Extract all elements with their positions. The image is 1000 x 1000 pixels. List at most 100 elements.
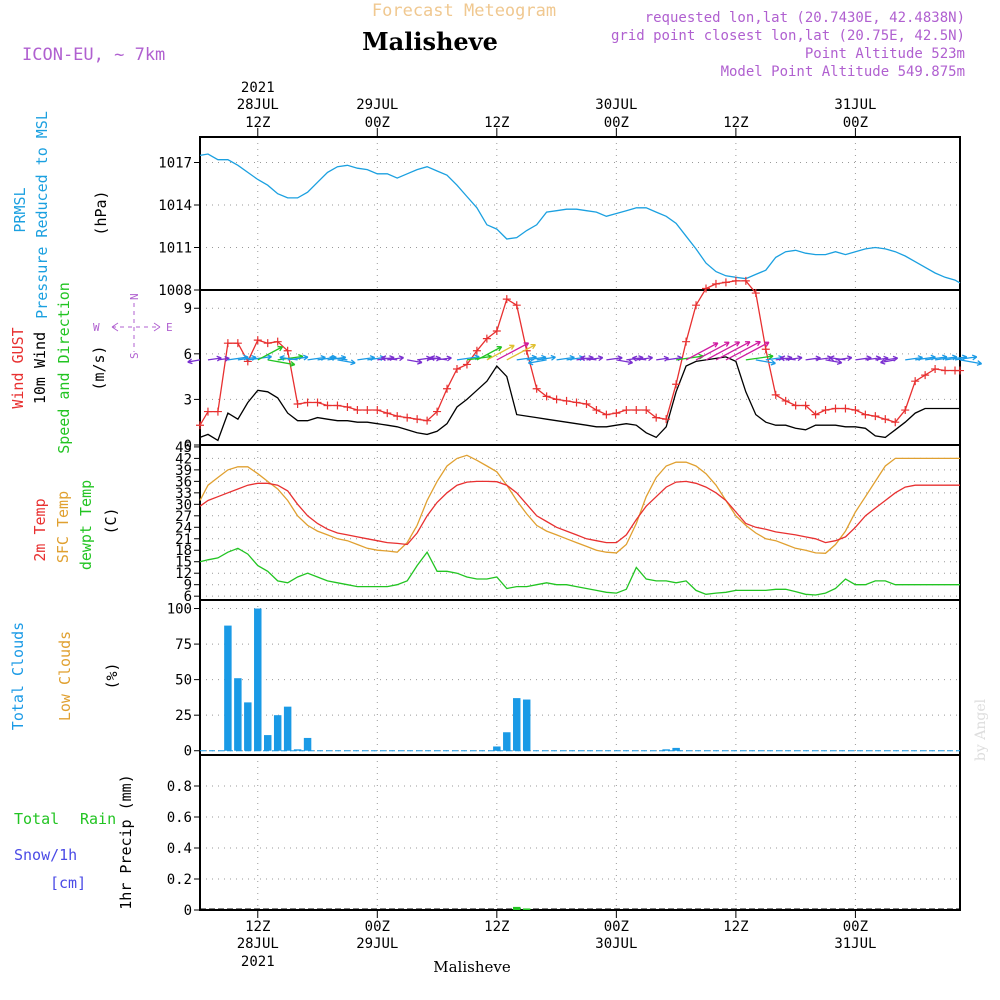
p4-label-b: Low Clouds (56, 631, 74, 721)
gust-marker (931, 365, 940, 374)
ytick-label: 0 (184, 903, 192, 919)
p2-label-c: Speed and Direction (55, 282, 73, 454)
ytick-label: 0.8 (167, 779, 192, 795)
gust-marker (941, 366, 950, 375)
gust-marker (383, 409, 392, 418)
model-label: ICON-EU, ~ 7km (22, 45, 165, 65)
xtick-label-bottom: 12Z (723, 919, 748, 935)
gust-marker (881, 415, 890, 424)
gust-marker (353, 406, 362, 415)
gust-marker (861, 410, 870, 419)
compass-n: N (128, 293, 141, 300)
gust-marker (323, 401, 332, 410)
xtick-date-bottom: 28JUL (237, 936, 279, 952)
wind-arrow-icon (779, 355, 796, 362)
gust-marker (303, 398, 312, 407)
wind-arrow-icon (217, 355, 230, 362)
xtick-year-bottom: 2021 (241, 954, 275, 970)
p3-unit: (C) (102, 507, 120, 534)
wind-arrow-icon (329, 355, 348, 361)
dewpoint-line (199, 547, 960, 596)
ytick-label: 0.4 (167, 841, 192, 857)
ytick-label: 12 (175, 566, 192, 582)
wind-gust-line (199, 280, 960, 426)
xtick-date-top: 28JUL (237, 97, 279, 113)
ytick-label: 24 (175, 520, 192, 536)
wind-arrow-icon (715, 341, 751, 361)
gust-marker (791, 401, 800, 410)
gust-marker (851, 406, 860, 415)
cloud-bar (224, 625, 232, 751)
gust-marker (622, 406, 631, 415)
xtick-year-top: 2021 (241, 80, 275, 96)
gust-marker (612, 409, 621, 418)
gust-marker (956, 366, 964, 375)
gust-marker (821, 406, 830, 415)
ytick-label: 3 (184, 392, 192, 408)
wind-arrow-icon (829, 355, 846, 362)
ytick-label: 6 (184, 589, 192, 605)
panel-frame (199, 599, 961, 756)
panel-frame (199, 289, 961, 446)
gust-marker (602, 410, 611, 419)
gust-marker (373, 406, 382, 415)
gust-marker (702, 284, 711, 293)
cloud-bar (672, 747, 680, 751)
gust-marker (831, 404, 840, 413)
precip-bar (513, 906, 521, 910)
gust-marker (283, 346, 292, 355)
gust-marker (542, 392, 551, 401)
ytick-label: 50 (175, 673, 192, 689)
gust-marker (452, 365, 461, 374)
gust-marker (433, 407, 442, 416)
gust-marker (592, 406, 601, 415)
wind-arrow-icon (959, 359, 983, 366)
wind-speed-line (199, 356, 960, 442)
ytick-label: 45 (175, 440, 192, 456)
pressure-line (199, 153, 961, 284)
p1-label-a: PRMSL (11, 187, 29, 232)
gust-marker (492, 327, 501, 336)
p4-unit: (%) (103, 662, 121, 689)
wind-arrow-icon (528, 359, 547, 366)
gust-marker (472, 346, 481, 355)
xtick-label-bottom: 00Z (365, 919, 390, 935)
chart-title: Forecast Meteogram (372, 1, 556, 21)
wind-arrow-icon (755, 359, 776, 366)
gust-marker (233, 339, 242, 348)
wind-arrow-icon (506, 343, 537, 361)
gust-marker (711, 279, 720, 288)
gust-marker (333, 401, 342, 410)
gridpoint-coords: grid point closest lon,lat (20.75E, 42.5… (611, 28, 965, 44)
xtick-label-bottom: 00Z (843, 919, 868, 935)
ytick-label: 1008 (158, 283, 192, 299)
ytick-label: 42 (175, 451, 192, 467)
wind-arrow-icon (380, 355, 398, 362)
gust-marker (871, 412, 880, 421)
gust-marker (771, 390, 780, 399)
ytick-label: 0 (184, 438, 192, 454)
wind-arrow-icon (486, 344, 515, 361)
xtick-date-bottom: 30JUL (595, 936, 637, 952)
panel-frame (199, 136, 961, 291)
gust-marker (811, 410, 820, 419)
watermark: by Angel (973, 698, 989, 761)
gust-marker (911, 377, 920, 386)
cloud-bar (254, 608, 262, 751)
xtick-label-top: 00Z (604, 115, 629, 131)
ytick-label: 100 (167, 602, 192, 618)
plot-area: 1008101110141017036969121518212427303336… (158, 80, 983, 970)
p2-label-a: Wind GUST (9, 327, 27, 408)
compass-icon: W E N S (93, 293, 173, 359)
ytick-label: 1011 (158, 241, 192, 257)
cloud-bar (303, 737, 312, 751)
model-altitude: Model Point Altitude 549.875m (721, 64, 965, 80)
wind-arrow-icon (337, 359, 356, 366)
cloud-bar (293, 749, 302, 751)
ytick-label: 21 (175, 532, 192, 548)
wind-arrow-icon (745, 353, 774, 361)
gust-marker (273, 337, 282, 346)
xtick-date-top: 31JUL (834, 97, 876, 113)
xtick-label-bottom: 00Z (604, 919, 629, 935)
wind-arrow-icon (429, 355, 448, 362)
